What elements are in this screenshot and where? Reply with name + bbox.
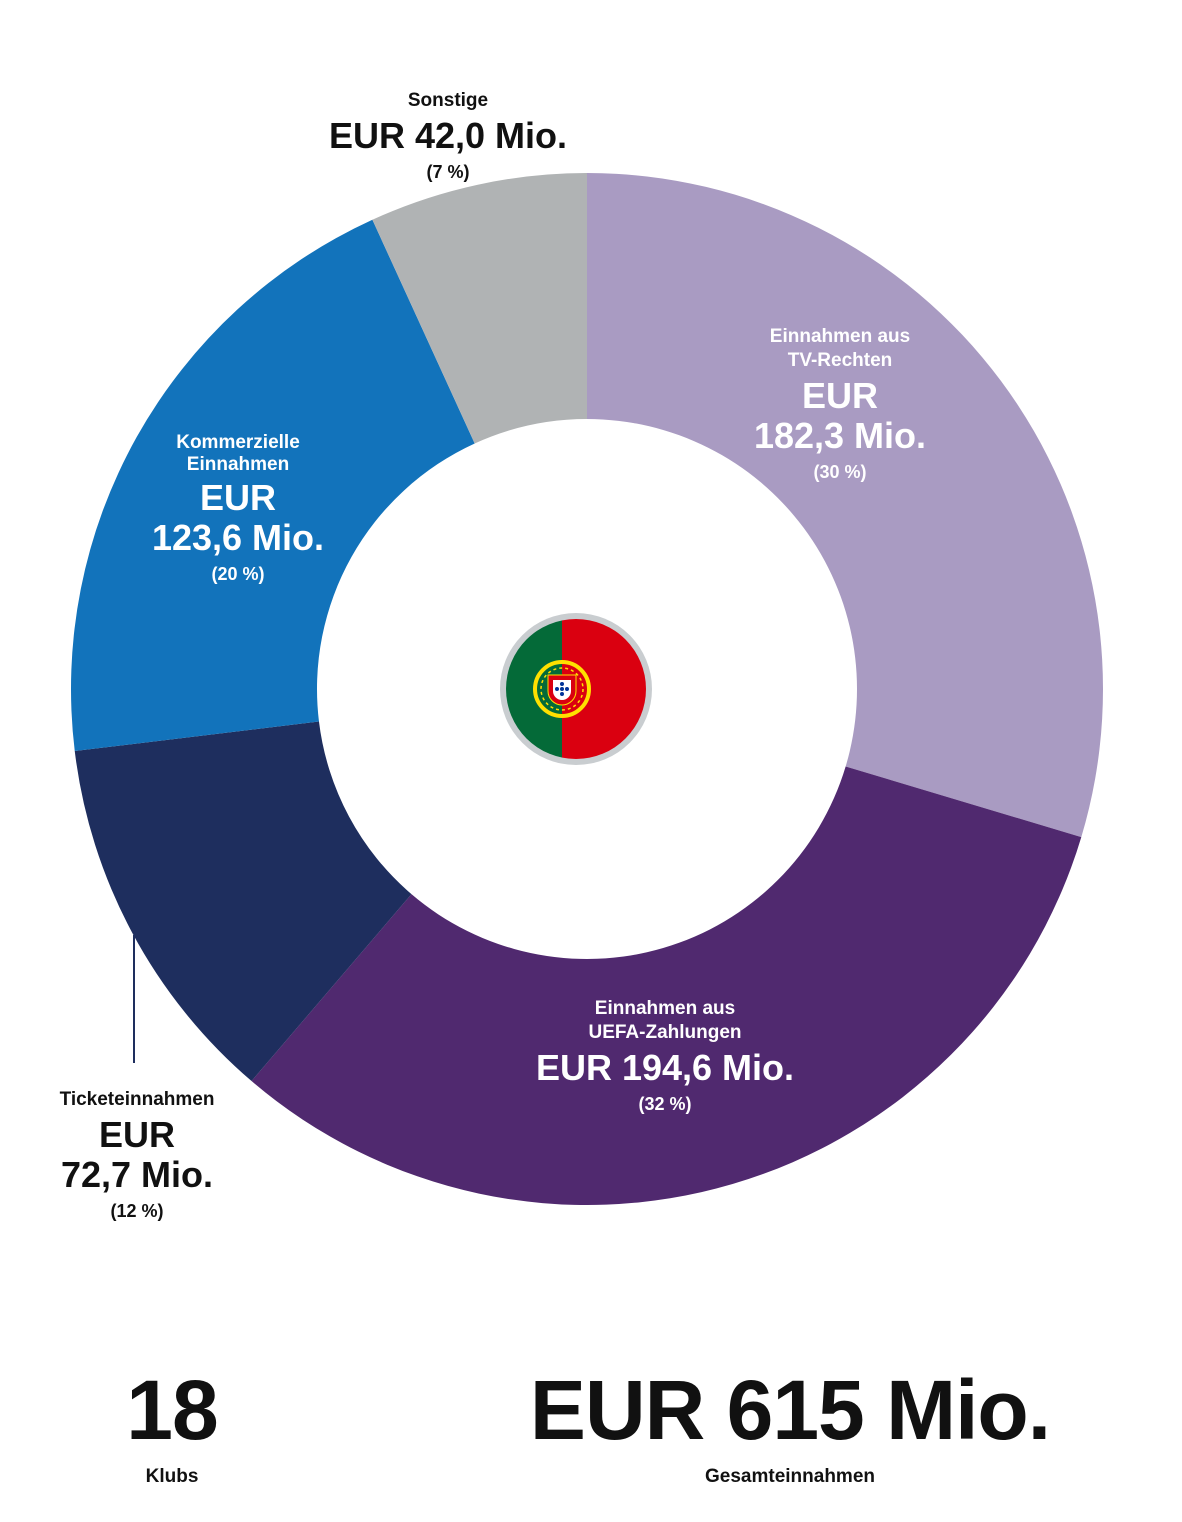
label-other-name: Sonstige (408, 90, 488, 111)
clubs-label: Klubs (145, 1466, 199, 1487)
label-other-percent: (7 %) (426, 162, 469, 182)
slice-tv (587, 173, 1103, 838)
label-ticket-amount: 72,7 Mio. (61, 1154, 213, 1195)
label-ticket-amount: EUR (99, 1114, 175, 1155)
label-tv-amount: EUR (802, 375, 878, 416)
label-uefa-name: Einnahmen aus (595, 998, 735, 1019)
label-uefa-name: UEFA-Zahlungen (588, 1022, 741, 1043)
total-revenue-stat: EUR 615 Mio. Gesamteinnahmen (440, 1368, 1140, 1488)
total-revenue-value: EUR 615 Mio. (529, 1363, 1051, 1457)
slice-uefa (251, 766, 1082, 1205)
clubs-stat: 18 Klubs (72, 1368, 272, 1488)
label-tv-name: Einnahmen aus (770, 326, 910, 347)
clubs-count: 18 (126, 1363, 218, 1457)
label-other: Sonstige EUR 42,0 Mio. (7 %) (329, 90, 567, 182)
total-revenue-label: Gesamteinnahmen (705, 1466, 875, 1487)
label-commercial-amount: 123,6 Mio. (152, 517, 324, 558)
slice-commercial (70, 219, 475, 752)
donut-slices (70, 173, 1103, 1205)
label-uefa-percent: (32 %) (638, 1094, 691, 1114)
label-tv-name: TV-Rechten (788, 350, 893, 371)
label-other-amount: EUR 42,0 Mio. (329, 115, 567, 156)
label-uefa: Einnahmen aus UEFA-Zahlungen EUR 194,6 Mio… (536, 998, 794, 1114)
portugal-flag-icon (500, 613, 652, 765)
label-uefa-amount: EUR 194,6 Mio. (536, 1047, 794, 1088)
label-commercial-name: Einnahmen (187, 454, 289, 475)
label-commercial-amount: EUR (200, 477, 276, 518)
label-tv-percent: (30 %) (813, 462, 866, 482)
slice-ticket (74, 721, 412, 1082)
label-ticket-name: Ticketeinnahmen (60, 1089, 215, 1110)
label-commercial-name: Kommerzielle (176, 432, 300, 453)
label-commercial-percent: (20 %) (211, 564, 264, 584)
slice-other (372, 173, 587, 444)
label-tv-amount: 182,3 Mio. (754, 415, 926, 456)
label-ticket-percent: (12 %) (110, 1201, 163, 1221)
